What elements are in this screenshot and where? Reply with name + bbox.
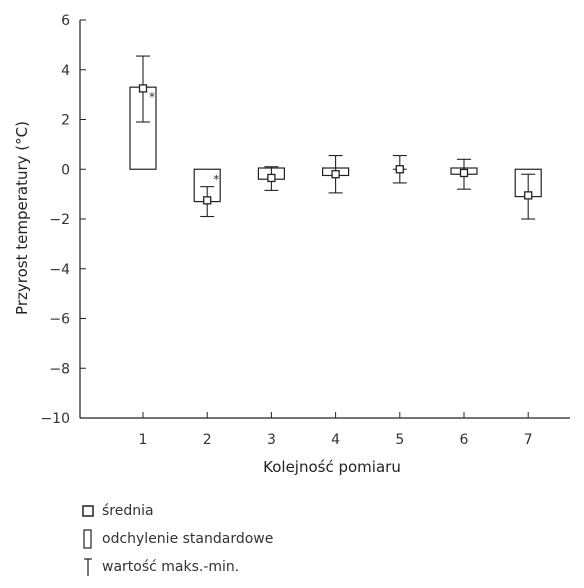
y-tick-label: −4 — [49, 262, 70, 278]
y-tick-label: −8 — [49, 361, 70, 377]
legend-label-mean: średnia — [102, 503, 154, 519]
x-tick-label: 1 — [139, 432, 148, 448]
legend-item-mean: średnia — [80, 500, 500, 522]
mean-marker — [203, 196, 212, 205]
mean-marker — [524, 191, 533, 200]
box-group-5 — [392, 155, 407, 184]
box-group-2: * — [193, 168, 221, 218]
boxes: ** — [129, 55, 542, 220]
x-tick-label: 6 — [460, 432, 469, 448]
x-tick-label: 2 — [203, 432, 212, 448]
box-group-4 — [322, 155, 350, 194]
mean-marker — [459, 168, 469, 178]
y-axis-label: Przyrost temperatury (°C) — [13, 121, 31, 315]
box-group-6 — [450, 158, 478, 190]
mean-marker — [267, 173, 276, 183]
y-tick-label: −10 — [40, 411, 70, 427]
y-tick-label: 0 — [61, 162, 70, 178]
x-axis-label: Kolejność pomiaru — [263, 458, 401, 476]
legend-label-sd: odchylenie standardowe — [102, 531, 274, 547]
box-group-3 — [257, 166, 285, 191]
axes: 6 4 2 0 −2 −4 −6 −8 −10 1 2 3 4 5 6 7 — [40, 13, 570, 448]
y-tick-label: −6 — [49, 312, 70, 328]
x-tick-label: 5 — [395, 432, 404, 448]
y-tick-label: 4 — [61, 63, 70, 79]
y-tick-label: 2 — [61, 113, 70, 129]
sd-rect-icon — [80, 529, 96, 549]
x-tick-label: 3 — [267, 432, 276, 448]
x-tick-label: 7 — [524, 432, 533, 448]
legend-item-sd: odchylenie standardowe — [80, 528, 500, 550]
mean-marker — [138, 84, 148, 93]
mean-square-icon — [80, 505, 96, 517]
legend: średnia odchylenie standardowe wartość m… — [80, 500, 500, 584]
mean-marker — [395, 165, 404, 174]
legend-item-range: wartość maks.-min. — [80, 556, 500, 578]
x-tick-label: 4 — [331, 432, 340, 448]
y-tick-label: 6 — [61, 13, 70, 29]
legend-label-range: wartość maks.-min. — [102, 559, 240, 575]
y-tick-label: −2 — [49, 212, 70, 228]
significance-marker: * — [213, 172, 219, 186]
mean-marker — [331, 170, 340, 179]
whisker-icon — [80, 557, 96, 577]
box-group-7 — [514, 168, 542, 220]
box-group-1: * — [129, 55, 157, 170]
significance-marker: * — [149, 90, 155, 104]
